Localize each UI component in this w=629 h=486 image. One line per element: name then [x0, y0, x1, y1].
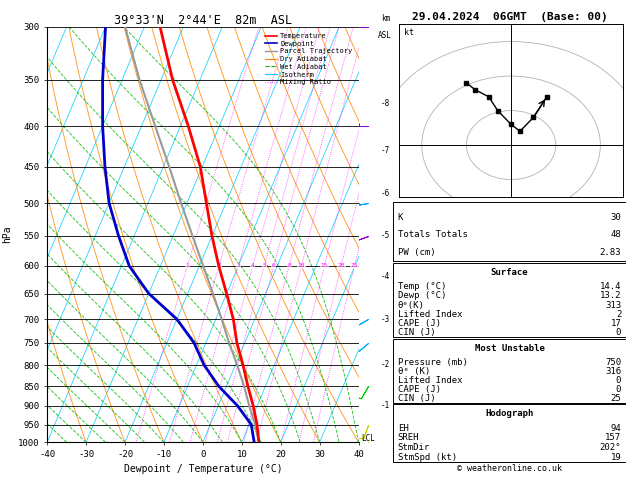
Text: CIN (J): CIN (J) [398, 329, 435, 337]
Text: Lifted Index: Lifted Index [398, 376, 462, 385]
Legend: Temperature, Dewpoint, Parcel Trajectory, Dry Adiabat, Wet Adiabat, Isotherm, Mi: Temperature, Dewpoint, Parcel Trajectory… [262, 30, 355, 88]
Text: 0: 0 [616, 376, 621, 385]
Text: © weatheronline.co.uk: © weatheronline.co.uk [457, 464, 562, 473]
Text: -3: -3 [381, 314, 390, 324]
Text: 30: 30 [611, 213, 621, 222]
Text: 2: 2 [217, 263, 221, 268]
Text: θᵉ(K): θᵉ(K) [398, 301, 425, 310]
Text: Temp (°C): Temp (°C) [398, 282, 446, 291]
Text: 2: 2 [616, 310, 621, 319]
Text: -7: -7 [381, 146, 390, 156]
Text: -2: -2 [381, 360, 390, 369]
Text: 13.2: 13.2 [599, 292, 621, 300]
Text: 48: 48 [611, 230, 621, 240]
Text: 94: 94 [611, 424, 621, 433]
Text: kt: kt [404, 28, 414, 37]
Text: 14.4: 14.4 [599, 282, 621, 291]
Text: K: K [398, 213, 403, 222]
FancyBboxPatch shape [393, 339, 626, 402]
Text: 2.83: 2.83 [599, 248, 621, 257]
Text: 25: 25 [611, 394, 621, 402]
Text: 313: 313 [605, 301, 621, 310]
Text: PW (cm): PW (cm) [398, 248, 435, 257]
Text: LCL: LCL [361, 434, 375, 443]
Text: Dewp (°C): Dewp (°C) [398, 292, 446, 300]
Text: Most Unstable: Most Unstable [474, 345, 545, 353]
Text: EH: EH [398, 424, 408, 433]
Text: Totals Totals: Totals Totals [398, 230, 467, 240]
Text: 202°: 202° [599, 443, 621, 452]
Text: CAPE (J): CAPE (J) [398, 319, 441, 328]
Text: 0: 0 [616, 329, 621, 337]
Title: 39°33'N  2°44'E  82m  ASL: 39°33'N 2°44'E 82m ASL [114, 14, 292, 27]
Text: CIN (J): CIN (J) [398, 394, 435, 402]
Text: 157: 157 [605, 434, 621, 442]
Text: ASL: ASL [378, 31, 392, 40]
FancyBboxPatch shape [393, 202, 626, 261]
Text: CAPE (J): CAPE (J) [398, 385, 441, 394]
Text: Hodograph: Hodograph [486, 409, 533, 418]
Text: 3: 3 [237, 263, 240, 268]
Text: 29.04.2024  06GMT  (Base: 00): 29.04.2024 06GMT (Base: 00) [411, 12, 608, 22]
Text: StmDir: StmDir [398, 443, 430, 452]
Text: StmSpd (kt): StmSpd (kt) [398, 453, 457, 462]
Text: 15: 15 [321, 263, 328, 268]
Text: -8: -8 [381, 99, 390, 108]
Text: -1: -1 [381, 400, 390, 410]
Text: 8: 8 [287, 263, 291, 268]
Text: km: km [381, 14, 390, 22]
Text: θᵉ (K): θᵉ (K) [398, 367, 430, 376]
Text: 17: 17 [611, 319, 621, 328]
Text: Surface: Surface [491, 268, 528, 277]
Text: 750: 750 [605, 358, 621, 367]
Text: -5: -5 [381, 231, 390, 240]
X-axis label: Dewpoint / Temperature (°C): Dewpoint / Temperature (°C) [123, 465, 282, 474]
Text: Lifted Index: Lifted Index [398, 310, 462, 319]
Text: 6: 6 [272, 263, 276, 268]
Text: 20: 20 [337, 263, 345, 268]
Text: -6: -6 [381, 190, 390, 198]
Text: 5: 5 [262, 263, 266, 268]
Text: 4: 4 [251, 263, 255, 268]
Text: 0: 0 [616, 385, 621, 394]
Text: -4: -4 [381, 272, 390, 280]
Text: 19: 19 [611, 453, 621, 462]
Text: 1: 1 [186, 263, 189, 268]
Text: 316: 316 [605, 367, 621, 376]
Text: 10: 10 [298, 263, 305, 268]
Text: 25: 25 [351, 263, 359, 268]
Y-axis label: hPa: hPa [3, 226, 13, 243]
Text: SREH: SREH [398, 434, 420, 442]
FancyBboxPatch shape [393, 262, 626, 337]
FancyBboxPatch shape [393, 404, 626, 462]
Text: Pressure (mb): Pressure (mb) [398, 358, 467, 367]
